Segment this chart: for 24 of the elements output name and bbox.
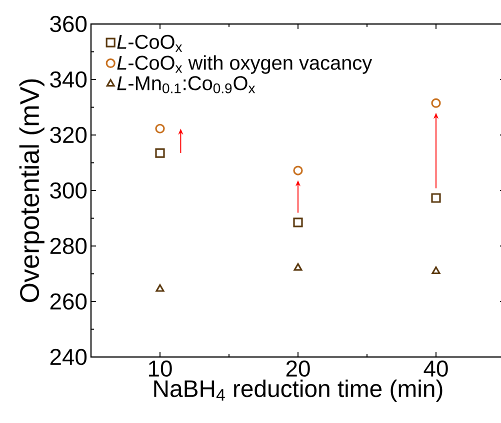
y-tick-label: 240 [50, 348, 87, 366]
y-tick-label: 320 [50, 126, 87, 144]
y-tick-label: 340 [50, 71, 87, 88]
y-axis-title: Overpotential (mV) [19, 79, 44, 302]
y-tick-label: 280 [50, 238, 87, 254]
x-tick-label: 20 [286, 360, 310, 377]
x-axis-title: NaBH$_{4}$ reduction time (min) [154, 380, 442, 402]
point [431, 98, 441, 108]
y-tick-label: 300 [50, 182, 87, 199]
point [294, 263, 302, 271]
legend-label: L-CoO$_{x}$ with oxygen vacancy [117, 55, 372, 74]
x-tick-label: 10 [149, 360, 172, 377]
point [155, 124, 165, 134]
y-tick-label: 260 [50, 293, 87, 310]
point [156, 284, 164, 292]
point [432, 266, 440, 274]
y-tick-label: 360 [50, 16, 87, 32]
x-tick-label: 40 [424, 360, 448, 377]
point [431, 193, 441, 203]
legend-label: L-CoO$_{x}$ [117, 34, 182, 52]
point [155, 148, 165, 158]
point [293, 166, 303, 176]
point [293, 218, 303, 228]
legend-label: L-Mn$_{0.1}$:Co$_{0.9}$O$_{x}$ [117, 76, 256, 94]
